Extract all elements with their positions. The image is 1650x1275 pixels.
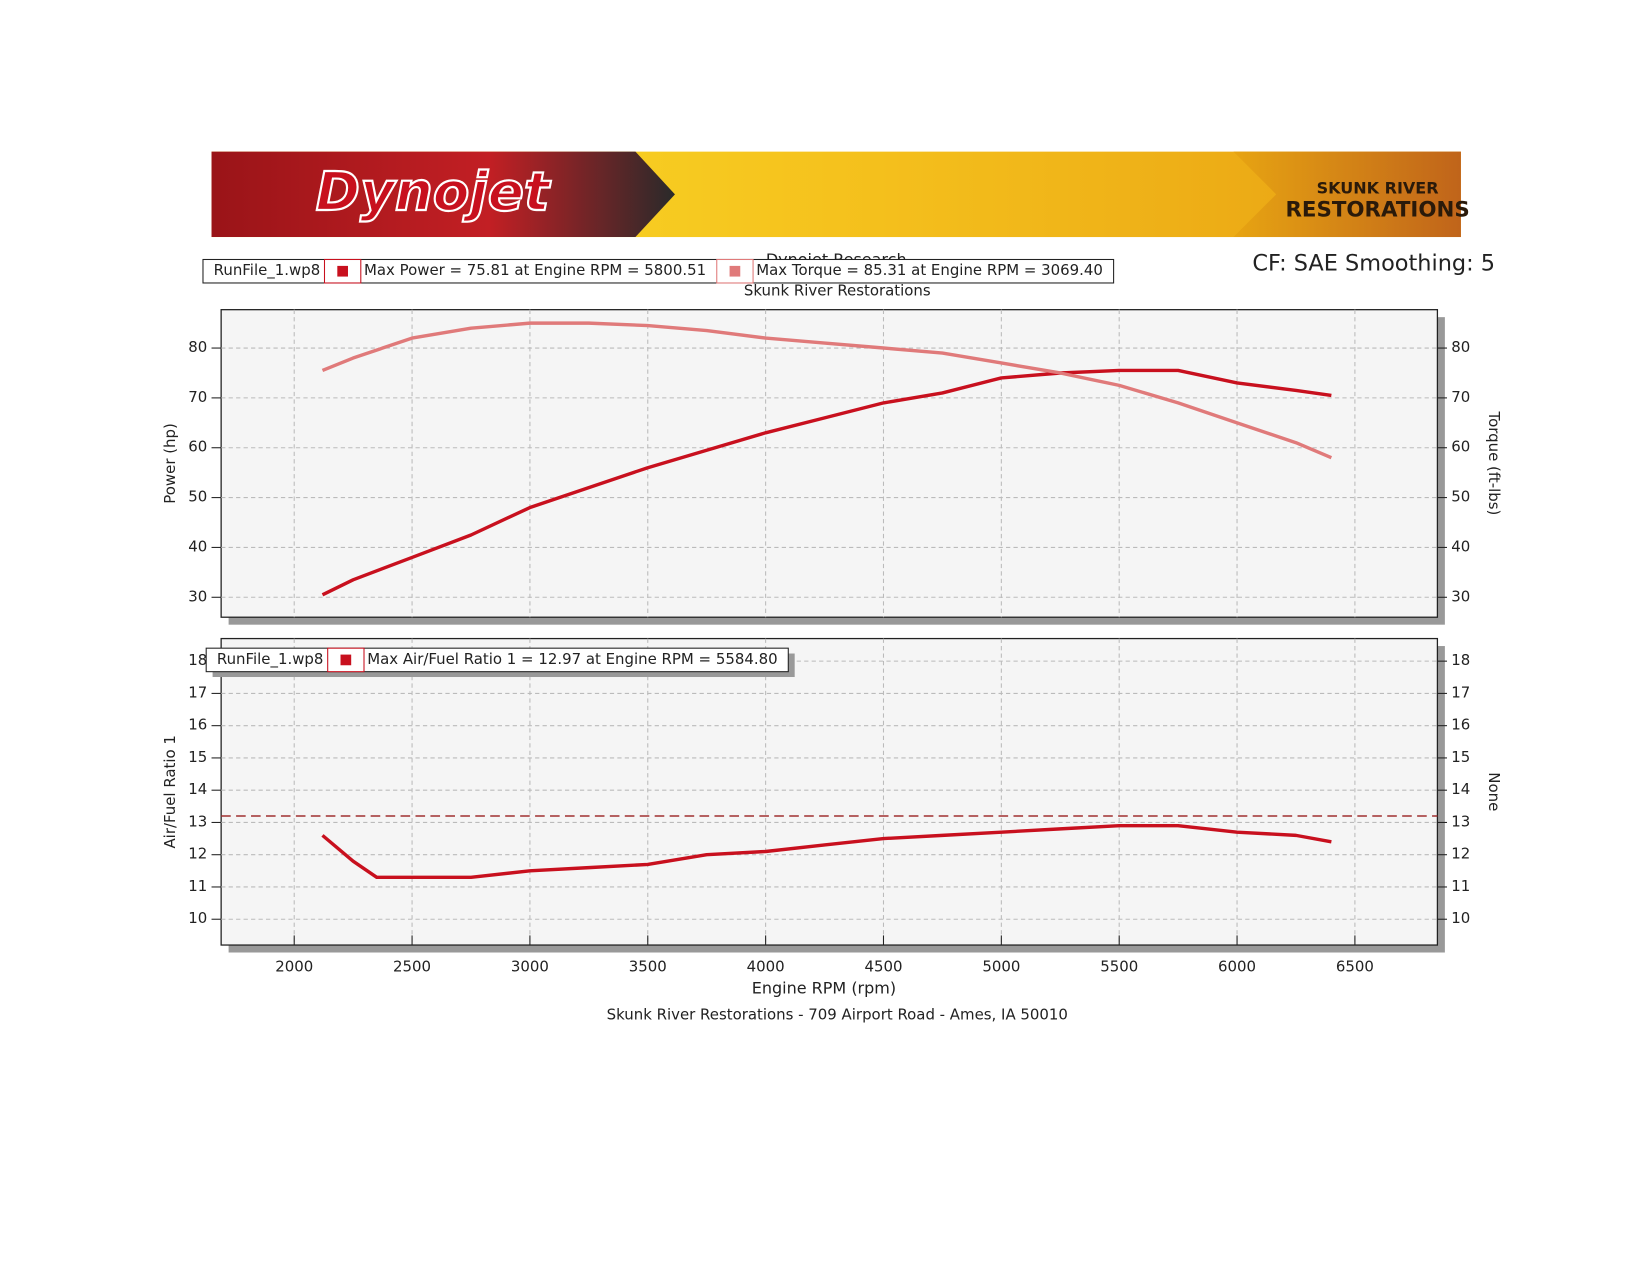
x-tick-label: 4500 (864, 957, 902, 975)
y2-tick-label: 50 (1451, 488, 1470, 506)
legend-entry: Max Air/Fuel Ratio 1 = 12.97 at Engine R… (367, 650, 777, 668)
x-tick-label: 5000 (982, 957, 1020, 975)
y2-tick-label: 12 (1451, 845, 1470, 863)
y-tick-label: 11 (188, 877, 207, 895)
chart-subtitle: Skunk River Restorations (744, 282, 931, 300)
y-tick-label: 15 (188, 748, 207, 766)
y-tick-label: 10 (188, 909, 207, 927)
y-tick-label: 18 (188, 651, 207, 669)
y-tick-label: 16 (188, 716, 207, 734)
y-tick-label: 13 (188, 812, 207, 830)
y2-tick-label: 15 (1451, 748, 1470, 766)
y-tick-label: 70 (188, 388, 207, 406)
plot-area (220, 637, 1439, 946)
y-tick-label: 14 (188, 780, 207, 798)
y2-axis-label: None (1485, 772, 1503, 811)
y2-tick-label: 60 (1451, 438, 1470, 456)
y-tick-label: 40 (188, 537, 207, 555)
y-tick-label: 80 (188, 338, 207, 356)
y-axis-label: Power (hp) (161, 423, 179, 504)
y-tick-label: 60 (188, 438, 207, 456)
x-axis-label: Engine RPM (rpm) (752, 978, 896, 997)
x-tick-label: 6500 (1336, 957, 1374, 975)
legend-swatch (340, 654, 352, 666)
legend: RunFile_1.wp8 Max Power = 75.81 at Engine… (202, 258, 1115, 284)
y2-tick-label: 18 (1451, 651, 1470, 669)
x-tick-label: 5500 (1100, 957, 1138, 975)
x-tick-label: 3500 (629, 957, 667, 975)
y2-tick-label: 70 (1451, 388, 1470, 406)
plot-area (220, 309, 1439, 618)
settings: CF: SAE Smoothing: 5 (1252, 250, 1495, 276)
x-tick-label: 3000 (511, 957, 549, 975)
x-tick-label: 2000 (275, 957, 313, 975)
legend-entry: Max Torque = 85.31 at Engine RPM = 3069.… (756, 261, 1103, 279)
series-line (321, 321, 1333, 460)
y-tick-label: 12 (188, 845, 207, 863)
y2-tick-label: 11 (1451, 877, 1470, 895)
y2-tick-label: 80 (1451, 338, 1470, 356)
y-tick-label: 30 (188, 587, 207, 605)
banner-right (1233, 151, 1461, 238)
legend-entry: Max Power = 75.81 at Engine RPM = 5800.5… (364, 261, 706, 279)
series-line (321, 368, 1332, 597)
legend: RunFile_1.wp8 Max Air/Fuel Ratio 1 = 12.9… (205, 647, 795, 678)
legend-label: RunFile_1.wp8 (214, 261, 321, 279)
y2-tick-label: 40 (1451, 537, 1470, 555)
y2-axis-label: Torque (ft-lbs) (1485, 411, 1503, 516)
y2-tick-label: 30 (1451, 587, 1470, 605)
series-line (321, 823, 1332, 880)
y2-tick-label: 10 (1451, 909, 1470, 927)
y2-tick-label: 17 (1451, 683, 1470, 701)
shop-logo: RESTORATIONS (1285, 197, 1469, 222)
y2-tick-label: 14 (1451, 780, 1470, 798)
footer: Skunk River Restorations - 709 Airport R… (607, 1006, 1068, 1024)
shop-logo: SKUNK RIVER (1317, 179, 1439, 198)
legend-label: RunFile_1.wp8 (217, 650, 324, 668)
y-tick-label: 50 (188, 488, 207, 506)
y2-tick-label: 13 (1451, 812, 1470, 830)
legend-swatch (337, 265, 348, 277)
x-tick-label: 4000 (747, 957, 785, 975)
brand-logo: Dynojet (316, 160, 552, 223)
y-axis-label: Air/Fuel Ratio 1 (161, 735, 179, 848)
y-tick-label: 17 (188, 683, 207, 701)
banner: Dynojet SKUNK RIVER RESTORATIONS (211, 151, 1470, 238)
x-tick-label: 2500 (393, 957, 431, 975)
legend-box (202, 258, 1115, 284)
x-tick-label: 6000 (1218, 957, 1256, 975)
legend-swatch (729, 265, 741, 277)
banner-left (211, 151, 675, 238)
y2-tick-label: 16 (1451, 716, 1470, 734)
